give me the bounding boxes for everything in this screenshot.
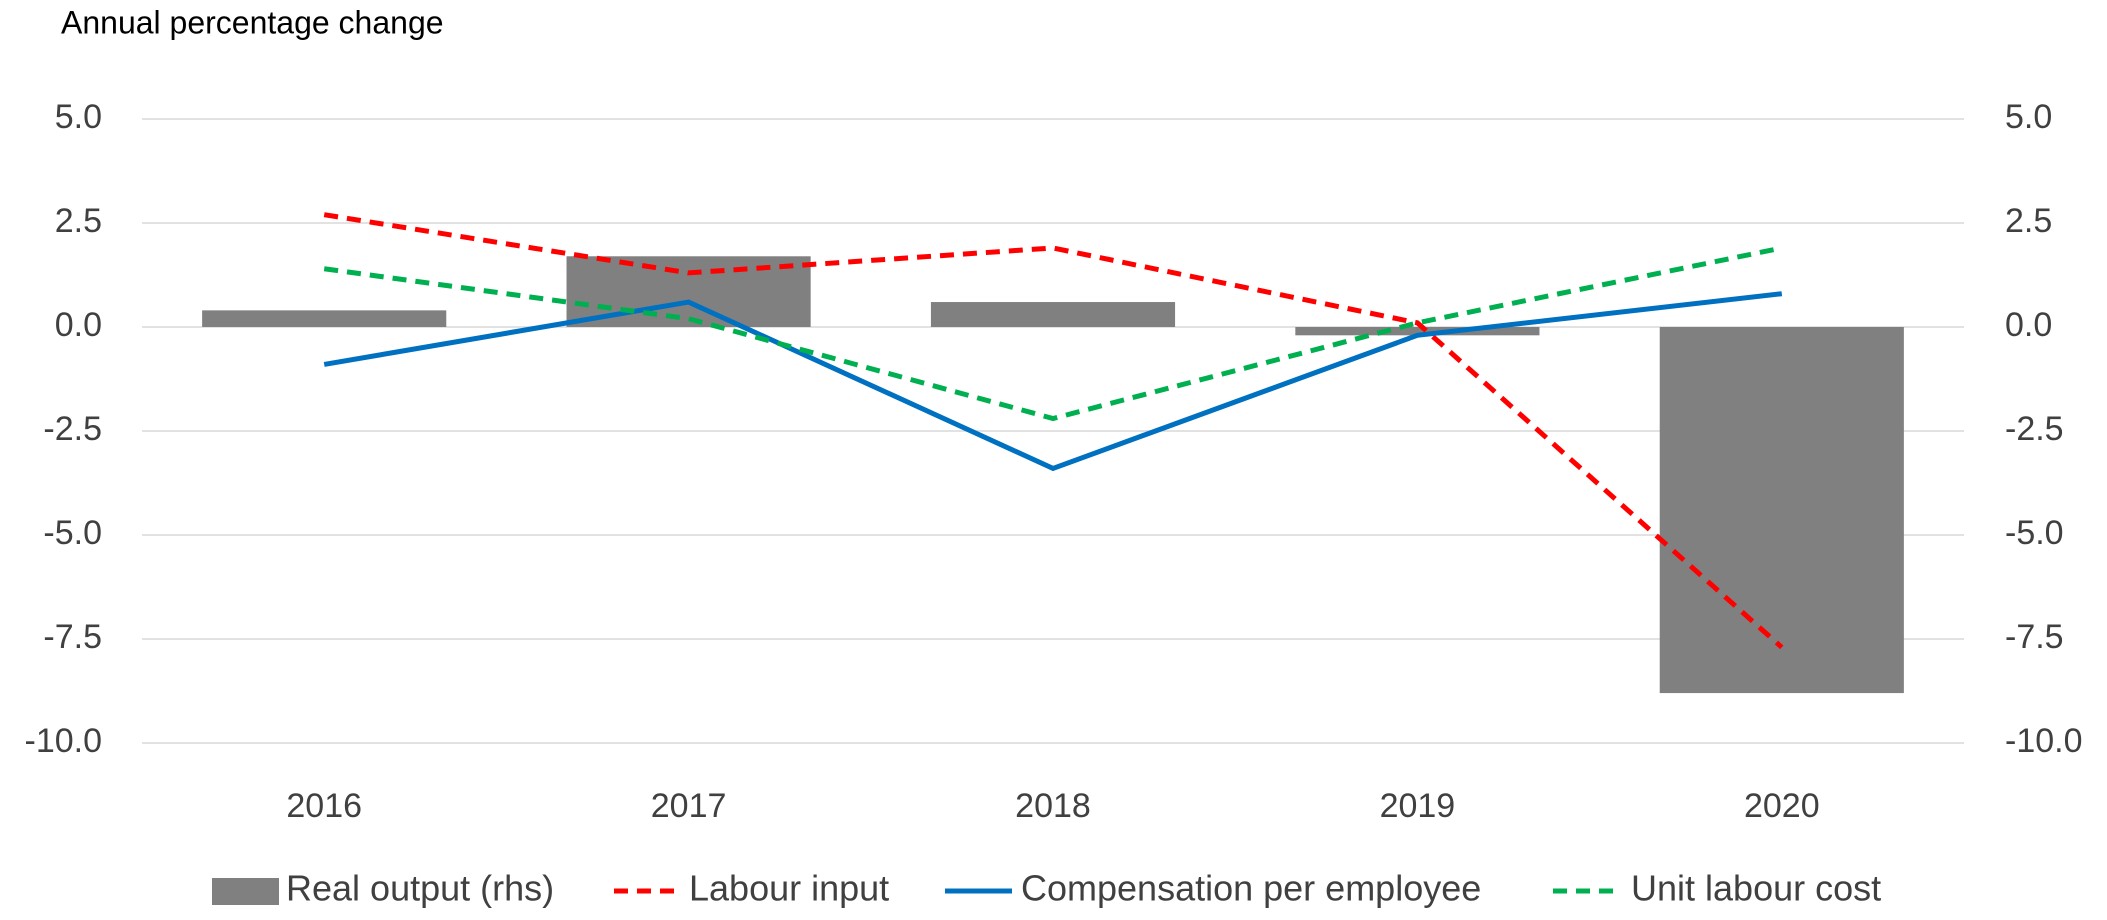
y-tick-label: 0.0 (55, 306, 102, 344)
bar (202, 310, 447, 327)
legend-label: Compensation per employee (1021, 868, 1481, 909)
y-tick-label: 2.5 (55, 202, 102, 240)
legend-label: Labour input (689, 868, 889, 909)
x-tick-label: 2019 (1380, 787, 1456, 825)
y2-tick-label: 2.5 (2005, 202, 2052, 240)
bar (930, 302, 1176, 327)
bar (1295, 327, 1540, 336)
y-tick-label: -5.0 (43, 514, 102, 552)
y2-tick-label: -2.5 (2005, 410, 2064, 448)
y2-tick-label: -7.5 (2005, 618, 2064, 656)
x-tick-label: 2016 (286, 787, 362, 825)
bar (1659, 327, 1904, 694)
line (323, 245, 1783, 422)
y-tick-label: -10.0 (25, 722, 103, 760)
x-tick-label: 2020 (1744, 787, 1820, 825)
x-tick-label: 2018 (1015, 787, 1091, 825)
y-tick-label: -7.5 (43, 618, 102, 656)
y-tick-label: -2.5 (43, 410, 102, 448)
legend-swatch (212, 878, 279, 905)
chart-title: Annual percentage change (61, 4, 444, 40)
line (323, 291, 1783, 472)
legend-label: Unit labour cost (1631, 868, 1881, 909)
x-tick-label: 2017 (651, 787, 727, 825)
y2-tick-label: -10.0 (2005, 722, 2083, 760)
y2-tick-label: 0.0 (2005, 306, 2052, 344)
y-tick-label: 5.0 (55, 98, 102, 136)
y2-tick-label: 5.0 (2005, 98, 2052, 136)
line (323, 212, 1784, 650)
y2-tick-label: -5.0 (2005, 514, 2064, 552)
legend-label: Real output (rhs) (286, 868, 554, 909)
